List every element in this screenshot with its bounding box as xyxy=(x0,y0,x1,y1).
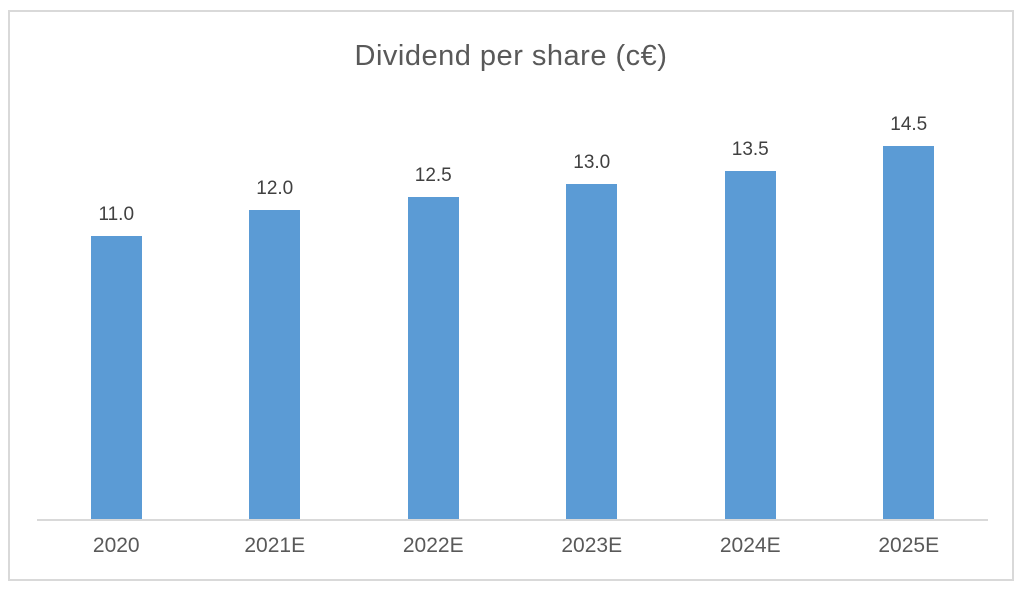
bar-group: 13.0 xyxy=(513,89,672,519)
bar-value-label: 14.5 xyxy=(890,114,928,135)
bar-group: 12.5 xyxy=(354,89,513,519)
bar-value-label: 13.5 xyxy=(731,139,769,160)
bar xyxy=(724,171,776,519)
bar xyxy=(90,236,142,519)
x-axis-line xyxy=(37,519,988,521)
x-axis-tick-label: 2025E xyxy=(878,534,940,557)
bar xyxy=(883,146,935,519)
x-axis-tick-label: 2022E xyxy=(402,534,464,557)
bar-value-label: 11.0 xyxy=(98,204,135,225)
chart-title: Dividend per share (c€) xyxy=(354,40,668,72)
x-axis-tick-label: 2024E xyxy=(719,534,781,557)
x-axis-tick-label: 2021E xyxy=(244,534,306,557)
x-axis-labels: 2020 2021E 2022E 2023E 2024E 2025E xyxy=(37,533,988,559)
bar xyxy=(407,197,459,519)
x-axis-tick-label: 2023E xyxy=(561,534,623,557)
bar xyxy=(566,184,618,519)
bar-value-label: 12.5 xyxy=(414,165,452,186)
chart-border-frame: Dividend per share (c€) 11.0 12.0 12.5 13.0… xyxy=(8,10,1014,581)
plot-area: 11.0 12.0 12.5 13.0 13.5 14.5 xyxy=(37,89,988,519)
bar xyxy=(249,210,301,519)
bar-value-label: 12.0 xyxy=(256,178,294,199)
bar-group: 12.0 xyxy=(196,89,355,519)
bar-group: 11.0 xyxy=(37,89,196,519)
bar-group: 14.5 xyxy=(830,89,989,519)
x-axis-tick-label: 2020 xyxy=(92,534,140,557)
bar-value-label: 13.0 xyxy=(573,152,611,173)
bar-group: 13.5 xyxy=(671,89,830,519)
